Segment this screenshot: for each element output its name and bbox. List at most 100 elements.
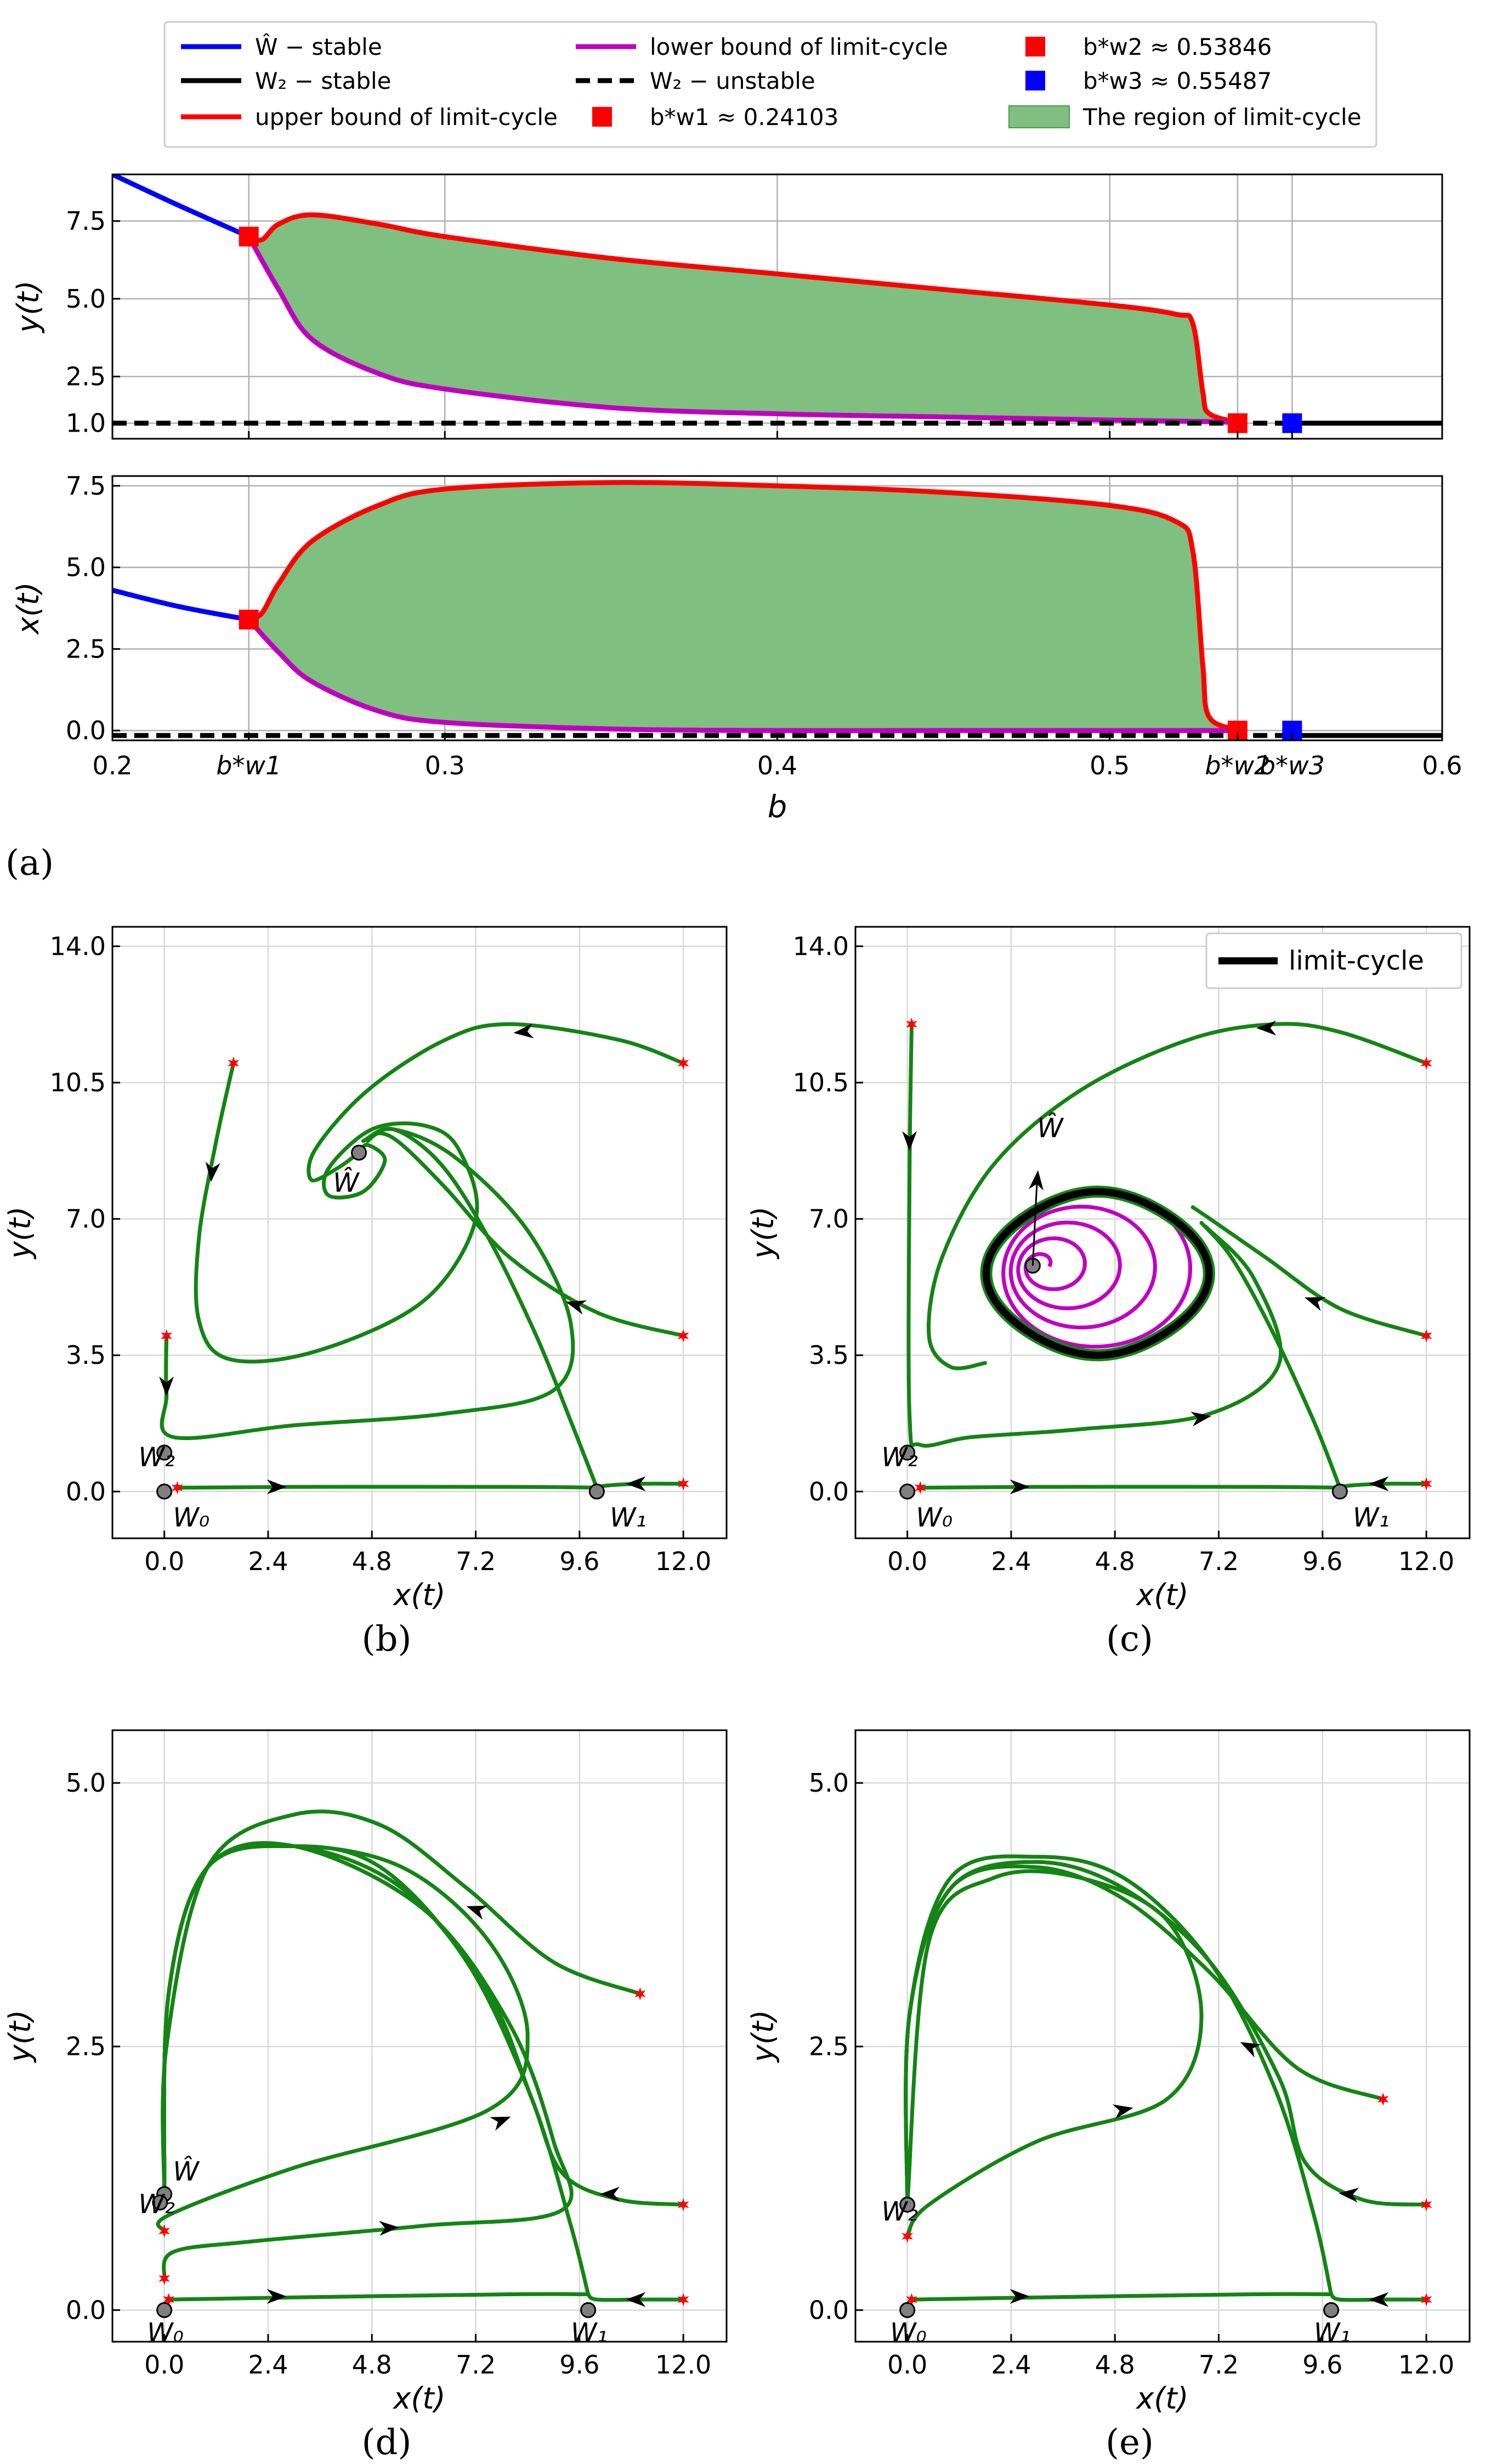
legend-label-0: Ŵ − stable xyxy=(255,33,382,60)
xtick-label-0: 0.0 xyxy=(144,1547,184,1576)
x-axis-label: x(t) xyxy=(1135,1578,1188,1612)
marker-b*w3 xyxy=(1282,413,1302,433)
ytick-label-1: 2.5 xyxy=(66,634,106,664)
panel-e-phase-plot: W₂ W₀ W₁ 0.0 2.4 4.8 7.2 9.6 12.0 0.0 2.5 5.0 x(t) y(… xyxy=(746,1729,1471,2416)
trajectory-5 xyxy=(1199,1221,1342,1490)
panel-d-phase-plot: ŴW₂ W₀ W₁ 0.0 2.4 4.8 7.2 9.6 12.0 0.0 2.5 5.0 x(t) y… xyxy=(3,1729,728,2416)
trajectory-2 xyxy=(1190,1205,1428,1338)
equilibrium-label-3: W₁ xyxy=(610,1503,647,1533)
y-axis-label: y(t) xyxy=(3,1206,37,1260)
ytick-label-0: 0.0 xyxy=(809,1477,849,1506)
ytick-label-0: 0.0 xyxy=(66,2295,106,2325)
legend-label-5: b*w1 ≈ 0.24103 xyxy=(650,104,838,131)
series-line-2 xyxy=(247,618,1243,733)
legend-swatch-7 xyxy=(1025,71,1045,90)
xtick-label-1: 2.4 xyxy=(991,1547,1031,1576)
trajectory-2 xyxy=(365,1131,685,1338)
trajectory-arrow-4 xyxy=(1369,2292,1389,2307)
xtick-label-2: 0.3 xyxy=(425,751,465,780)
xtick-label-5: 12.0 xyxy=(655,2350,711,2380)
legend-label-4: W₂ − unstable xyxy=(650,67,815,94)
legend-swatch-8 xyxy=(1008,105,1070,128)
start-point-3 xyxy=(677,2198,689,2212)
trajectory-arrow-3 xyxy=(159,1377,174,1397)
xtick-label-1: 2.4 xyxy=(991,2350,1031,2380)
series-line-1 xyxy=(247,480,1244,733)
panel-a-bottom-plot: 0.0 2.5 5.0 7.5 x(t) 0.2 b*w1 0.3 0.4 0.5 b*w2b*w3… xyxy=(11,471,1462,825)
panel-c-plot-area xyxy=(855,927,1470,1538)
panel-label-e: (e) xyxy=(1105,2422,1154,2463)
trajectory-3 xyxy=(910,2292,1334,2302)
xtick-label-3: 7.2 xyxy=(456,2350,496,2380)
start-point-4 xyxy=(677,1477,689,1491)
xtick-label-2: 4.8 xyxy=(352,2350,392,2380)
xtick-label-4: 0.5 xyxy=(1090,751,1130,780)
ytick-label-2: 7.0 xyxy=(66,1204,106,1234)
series-line-0 xyxy=(112,174,250,239)
equilibrium-label-2: W₀ xyxy=(916,1503,952,1533)
x-axis-label: x(t) xyxy=(1135,2381,1188,2416)
xtick-label-4: 9.6 xyxy=(1302,2350,1342,2380)
trajectory-6 xyxy=(162,1844,591,2296)
legend-label-8: The region of limit-cycle xyxy=(1082,104,1362,131)
xtick-label-4: 9.6 xyxy=(1302,1547,1342,1576)
start-point-2 xyxy=(1420,2198,1432,2212)
panel-label-d: (d) xyxy=(362,2422,412,2463)
limit-cycle xyxy=(982,1188,1213,1359)
equilibrium-point-3 xyxy=(580,2302,597,2318)
xtick-label-0: 0.2 xyxy=(92,751,132,780)
xtick-label-1: 2.4 xyxy=(248,1547,288,1576)
trajectory-5 xyxy=(586,2292,685,2302)
trajectory-arrow-4 xyxy=(266,2289,287,2304)
ytick-label-2: 5.0 xyxy=(66,553,106,582)
panel-d-frame xyxy=(111,1729,728,2343)
trajectory-arrow-4 xyxy=(266,1479,287,1494)
xtick-label-5: 12.0 xyxy=(1398,1547,1454,1576)
ytick-label-0: 0.0 xyxy=(809,2295,849,2325)
panel-a-top-plot: 1.0 2.5 5.0 7.5 y(t) xyxy=(11,173,1443,440)
xtick-label-5: b*w2 xyxy=(1205,751,1270,780)
equilibrium-point-1 xyxy=(152,2194,168,2211)
trajectory-arrow-5 xyxy=(1369,1476,1389,1492)
panel-d-plot-area xyxy=(112,1730,727,2342)
start-point-5 xyxy=(171,1481,183,1494)
start-point-2 xyxy=(677,1329,689,1343)
xtick-label-6: b*w3 xyxy=(1260,751,1325,780)
trajectory-arrow-1 xyxy=(490,2116,511,2131)
xtick-label-3: 0.4 xyxy=(757,751,797,780)
limit-cycle-region xyxy=(248,482,1243,731)
trajectory-1 xyxy=(927,1022,1428,1370)
trajectory-1 xyxy=(307,1022,685,1183)
ytick-label-1: 2.5 xyxy=(66,2032,106,2061)
xtick-label-0: 0.0 xyxy=(887,1547,927,1576)
trajectory-arrow-2 xyxy=(1339,2188,1359,2203)
legend: Ŵ − stable W₂ − stable upper bound of limi… xyxy=(163,21,1377,148)
ytick-label-0: 0.0 xyxy=(66,1477,106,1506)
trajectory-5 xyxy=(175,1485,599,1490)
equilibrium-point-2 xyxy=(156,2302,173,2318)
start-point-3 xyxy=(906,2293,917,2307)
panel-b-plot-area xyxy=(112,927,727,1538)
start-point-2 xyxy=(1420,1329,1432,1343)
trajectory-3 xyxy=(160,1127,575,1441)
xtick-label-5: 12.0 xyxy=(655,1547,711,1576)
panel-e-frame xyxy=(854,1729,1471,2343)
legend-swatch-5 xyxy=(592,107,612,127)
limit-cycle-legend-frame xyxy=(1205,932,1462,989)
xtick-label-3: 7.2 xyxy=(1199,2350,1239,2380)
y-axis-label: y(t) xyxy=(3,2010,37,2063)
panel-e-plot-area xyxy=(855,1730,1470,2342)
ytick-label-0: 1.0 xyxy=(66,409,106,438)
start-point-4 xyxy=(914,1481,926,1494)
xtick-label-7: 0.6 xyxy=(1422,751,1462,780)
trajectory-0 xyxy=(906,1022,1283,1448)
trajectory-arrow-5 xyxy=(626,2292,646,2307)
xtick-label-2: 4.8 xyxy=(1095,2350,1135,2380)
x-axis-label: x(t) xyxy=(392,1578,445,1612)
ytick-label-3: 10.5 xyxy=(793,1068,849,1097)
trajectory-arrow-1 xyxy=(1240,2042,1261,2058)
ytick-label-1: 2.5 xyxy=(809,2032,849,2061)
y-axis-label: y(t) xyxy=(746,1206,780,1260)
legend-frame xyxy=(163,21,1377,148)
ytick-label-3: 10.5 xyxy=(50,1068,106,1097)
